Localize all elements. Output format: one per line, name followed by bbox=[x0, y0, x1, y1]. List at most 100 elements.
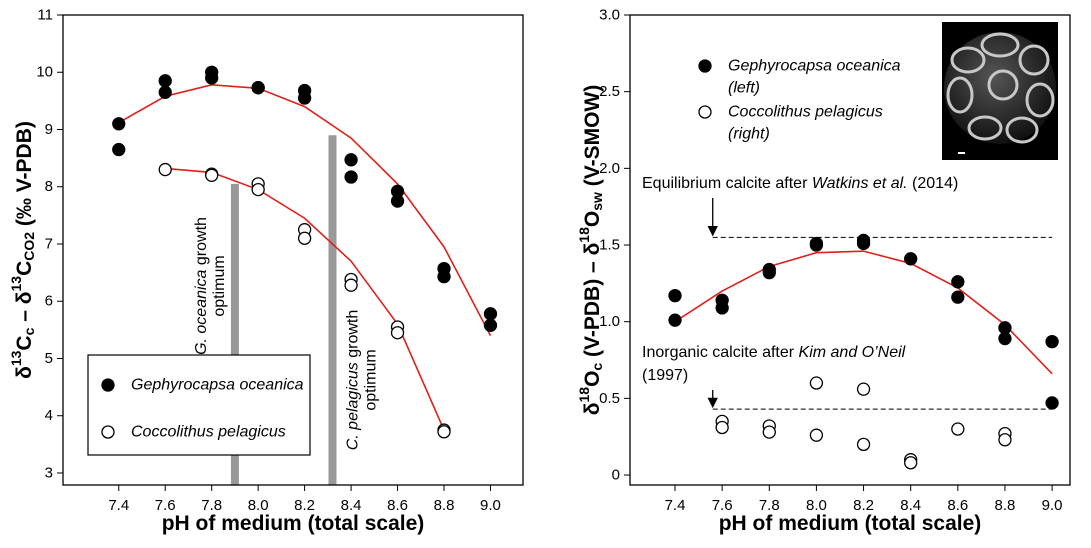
data-point bbox=[856, 382, 871, 396]
data-point bbox=[205, 71, 219, 85]
data-point bbox=[1045, 334, 1059, 349]
y-tick-label: 8 bbox=[45, 178, 53, 195]
annotation-part: Watkins et al. bbox=[812, 175, 908, 192]
x-axis-title: pH of medium (total scale) bbox=[162, 512, 425, 535]
legend-marker bbox=[698, 59, 712, 73]
y-tick-label: 5 bbox=[45, 350, 53, 367]
legend-note: (left) bbox=[728, 80, 760, 97]
y-axis-title: δ18Oc (V-PDB) – δ18Osw (V-SMOW) bbox=[576, 85, 605, 416]
y-tick-label: 2.0 bbox=[599, 160, 620, 177]
data-point bbox=[951, 422, 965, 436]
data-point bbox=[344, 170, 358, 184]
x-tick-label: 8.6 bbox=[387, 497, 408, 514]
legend-note: (right) bbox=[728, 126, 770, 143]
annotation-part: G. oceanica bbox=[192, 269, 209, 354]
y-axis-title-part: C bbox=[13, 335, 36, 350]
y-axis-title-part: (V-PDB) – δ bbox=[581, 243, 604, 363]
annotation-part: optimum bbox=[210, 255, 227, 316]
data-point bbox=[158, 74, 172, 88]
data-point bbox=[762, 265, 776, 280]
legend-label: Coccolithus pelagicus bbox=[728, 104, 883, 121]
data-point bbox=[809, 238, 824, 252]
data-point bbox=[112, 142, 126, 157]
data-point bbox=[668, 313, 682, 327]
y-axis-title-part: δ bbox=[13, 366, 36, 379]
y-tick-label: 1.5 bbox=[599, 237, 620, 254]
annotation: optimum bbox=[210, 255, 227, 316]
data-point bbox=[715, 420, 729, 435]
y-axis-title-part: δ bbox=[581, 403, 604, 416]
data-point bbox=[904, 456, 918, 470]
y-axis-title-part: (‰ V-PDB) bbox=[13, 121, 36, 232]
y-axis-title-part: sw bbox=[589, 192, 605, 211]
data-point bbox=[158, 85, 172, 99]
data-point bbox=[951, 290, 965, 304]
x-tick-label: 8.4 bbox=[900, 497, 921, 514]
data-point bbox=[344, 153, 358, 167]
annotation: Inorganic calcite after Kim and O’Neil bbox=[642, 344, 906, 361]
plot-frame bbox=[62, 14, 524, 486]
data-point bbox=[158, 162, 172, 177]
data-point bbox=[390, 194, 405, 208]
x-tick-label: 8.4 bbox=[341, 497, 362, 514]
x-tick-label: 7.4 bbox=[108, 497, 129, 514]
x-tick-label: 8.0 bbox=[806, 497, 827, 514]
data-point bbox=[483, 307, 498, 321]
y-axis-title-part: c bbox=[589, 363, 605, 371]
x-tick-label: 8.2 bbox=[294, 497, 315, 514]
legend-marker bbox=[698, 105, 712, 119]
data-point bbox=[1045, 396, 1059, 410]
data-point bbox=[437, 269, 451, 284]
y-axis-title-part: 13 bbox=[8, 350, 24, 366]
legend-label: Coccolithus pelagicus bbox=[131, 424, 286, 441]
x-tick-label: 7.6 bbox=[712, 497, 733, 514]
annotation: Equilibrium calcite after Watkins et al.… bbox=[642, 175, 958, 192]
data-point bbox=[297, 91, 312, 105]
annotation-part: (1997) bbox=[642, 367, 688, 384]
data-point bbox=[715, 301, 729, 315]
y-tick-label: 11 bbox=[37, 7, 53, 24]
legend-label: Gephyrocapsa oceanica bbox=[728, 58, 901, 75]
fit-curve bbox=[118, 84, 492, 336]
x-axis-title: pH of medium (total scale) bbox=[719, 512, 982, 535]
y-tick-label: 7 bbox=[45, 235, 53, 252]
data-point bbox=[904, 252, 918, 266]
annotation-part: optimum bbox=[362, 349, 379, 410]
annotation: C. pelagicus growth bbox=[344, 310, 361, 451]
y-axis-title-part: 13 bbox=[8, 276, 24, 292]
y-axis-title-part: C bbox=[13, 261, 36, 276]
y-axis-title-part: O bbox=[581, 211, 604, 227]
y-tick-label: 9 bbox=[45, 121, 53, 138]
y-tick-label: 3 bbox=[45, 464, 53, 481]
y-tick-label: 1.0 bbox=[599, 313, 620, 330]
fit-curve bbox=[674, 250, 1053, 375]
y-axis-title-part: – δ bbox=[13, 292, 36, 328]
data-point bbox=[251, 182, 265, 197]
x-tick-label: 7.8 bbox=[201, 497, 222, 514]
data-point bbox=[344, 278, 358, 292]
x-tick-label: 7.8 bbox=[759, 497, 780, 514]
data-point bbox=[251, 81, 265, 95]
y-tick-label: 3.0 bbox=[599, 7, 620, 24]
x-tick-label: 9.0 bbox=[480, 497, 501, 514]
coccosphere-photo bbox=[942, 22, 1058, 160]
data-point bbox=[762, 425, 776, 439]
annotation-part: Equilibrium calcite after bbox=[642, 175, 812, 192]
legend-marker bbox=[101, 425, 115, 439]
data-point bbox=[205, 168, 219, 182]
data-point bbox=[390, 326, 405, 340]
x-tick-label: 8.0 bbox=[248, 497, 269, 514]
x-tick-label: 8.2 bbox=[853, 497, 874, 514]
y-tick-label: 6 bbox=[45, 293, 53, 310]
data-point bbox=[998, 433, 1012, 447]
x-tick-label: 7.6 bbox=[155, 497, 176, 514]
data-point bbox=[809, 376, 824, 390]
data-point bbox=[668, 288, 682, 303]
optimum-bar bbox=[230, 183, 239, 486]
annotation-part: C. pelagicus bbox=[344, 362, 361, 450]
annotation: optimum bbox=[362, 349, 379, 410]
data-point bbox=[856, 437, 871, 452]
data-point bbox=[809, 428, 824, 442]
legend-frame bbox=[87, 354, 311, 456]
